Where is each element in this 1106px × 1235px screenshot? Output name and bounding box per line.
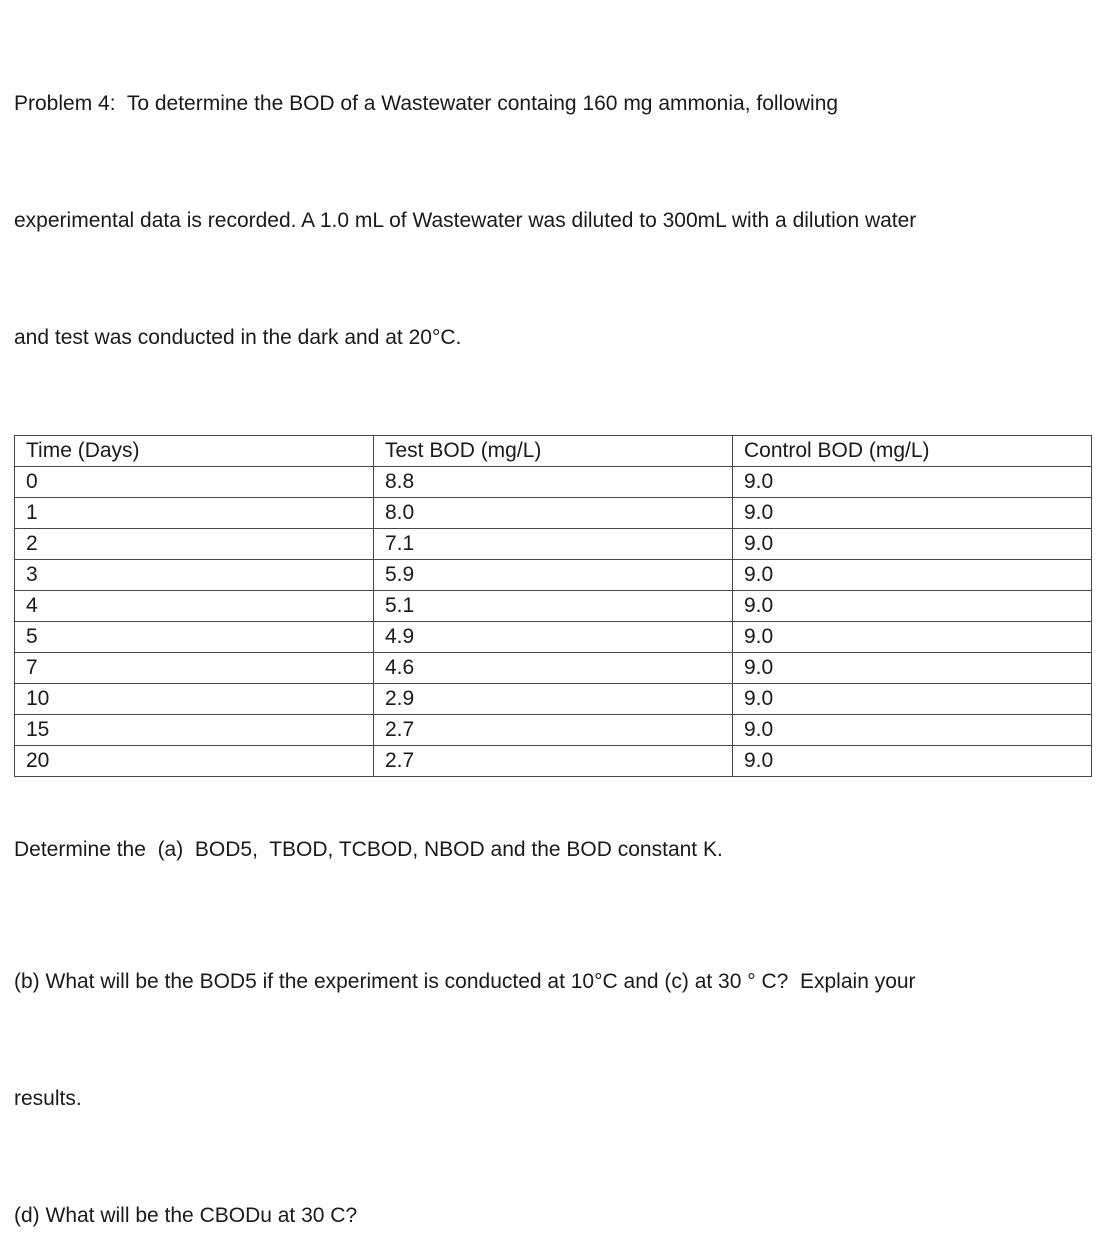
cell-test-bod: 5.9 xyxy=(373,559,733,591)
cell-time: 4 xyxy=(14,590,374,622)
column-header-test-bod: Test BOD (mg/L) xyxy=(373,435,733,467)
problem-statement-line-3: and test was conducted in the dark and a… xyxy=(14,326,462,349)
cell-test-bod: 7.1 xyxy=(373,528,733,560)
column-header-control-bod: Control BOD (mg/L) xyxy=(732,435,1092,467)
problem-statement-line-2: experimental data is recorded. A 1.0 mL … xyxy=(14,209,917,232)
bod-data-table: Time (Days) Test BOD (mg/L) Control BOD … xyxy=(14,435,1092,777)
table-row: 2 7.1 9.0 xyxy=(14,528,1092,560)
cell-time: 5 xyxy=(14,621,374,653)
question-b-c-line-1: (b) What will be the BOD5 if the experim… xyxy=(14,970,916,993)
cell-control-bod: 9.0 xyxy=(732,652,1092,684)
question-d: (d) What will be the CBODu at 30 C? xyxy=(14,1204,358,1227)
cell-time: 7 xyxy=(14,652,374,684)
cell-test-bod: 2.7 xyxy=(373,714,733,746)
table-row: 10 2.9 9.0 xyxy=(14,683,1092,715)
cell-test-bod: 4.9 xyxy=(373,621,733,653)
table-row: 4 5.1 9.0 xyxy=(14,590,1092,622)
cell-test-bod: 8.8 xyxy=(373,466,733,498)
table-row: 15 2.7 9.0 xyxy=(14,714,1092,746)
cell-test-bod: 5.1 xyxy=(373,590,733,622)
problem-statement-line-1: Problem 4: To determine the BOD of a Was… xyxy=(14,92,839,115)
table-row: 3 5.9 9.0 xyxy=(14,559,1092,591)
cell-time: 15 xyxy=(14,714,374,746)
table-row: 1 8.0 9.0 xyxy=(14,497,1092,529)
cell-test-bod: 4.6 xyxy=(373,652,733,684)
cell-control-bod: 9.0 xyxy=(732,621,1092,653)
cell-control-bod: 9.0 xyxy=(732,745,1092,777)
table-row: 7 4.6 9.0 xyxy=(14,652,1092,684)
cell-control-bod: 9.0 xyxy=(732,683,1092,715)
cell-time: 1 xyxy=(14,497,374,529)
cell-control-bod: 9.0 xyxy=(732,714,1092,746)
cell-control-bod: 9.0 xyxy=(732,528,1092,560)
cell-time: 10 xyxy=(14,683,374,715)
cell-time: 0 xyxy=(14,466,374,498)
cell-test-bod: 2.9 xyxy=(373,683,733,715)
column-header-time: Time (Days) xyxy=(14,435,374,467)
question-b-c-line-2: results. xyxy=(14,1087,82,1110)
cell-control-bod: 9.0 xyxy=(732,590,1092,622)
cell-control-bod: 9.0 xyxy=(732,497,1092,529)
cell-time: 20 xyxy=(14,745,374,777)
table-row: 0 8.8 9.0 xyxy=(14,466,1092,498)
cell-time: 3 xyxy=(14,559,374,591)
question-b-c: (b) What will be the BOD5 if the experim… xyxy=(14,884,1092,1196)
problem-statement: Problem 4: To determine the BOD of a Was… xyxy=(14,6,1092,435)
table-row: 20 2.7 9.0 xyxy=(14,745,1092,777)
table-header-row: Time (Days) Test BOD (mg/L) Control BOD … xyxy=(14,435,1092,467)
cell-test-bod: 2.7 xyxy=(373,745,733,777)
cell-test-bod: 8.0 xyxy=(373,497,733,529)
cell-time: 2 xyxy=(14,528,374,560)
cell-control-bod: 9.0 xyxy=(732,466,1092,498)
table-row: 5 4.9 9.0 xyxy=(14,621,1092,653)
question-a: Determine the (a) BOD5, TBOD, TCBOD, NBO… xyxy=(14,838,723,861)
cell-control-bod: 9.0 xyxy=(732,559,1092,591)
